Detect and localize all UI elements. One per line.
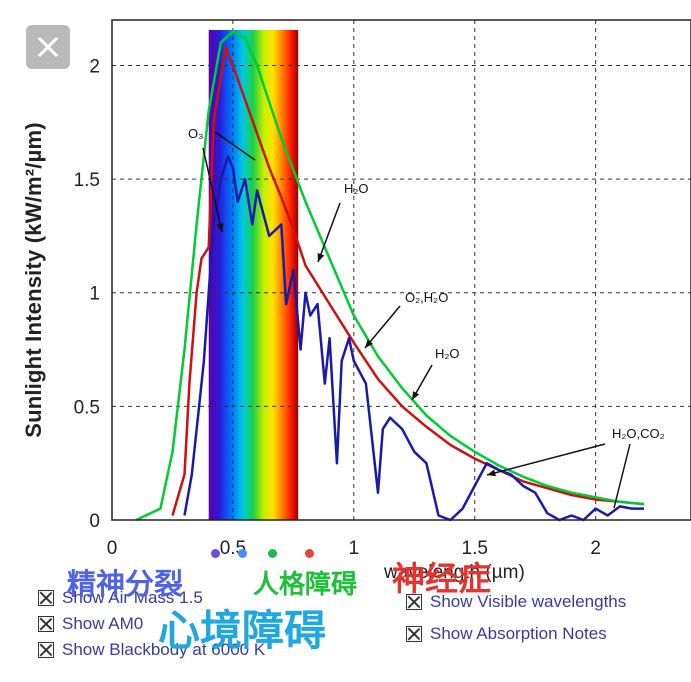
option-label: Show AM0 — [62, 614, 144, 633]
option-label: Show Absorption Notes — [430, 624, 607, 643]
annotation-arrow — [202, 147, 223, 233]
x-tick-label: 0 — [107, 538, 118, 559]
checkbox-checked-icon[interactable] — [38, 590, 54, 606]
option-visible-wavelengths[interactable]: Show Visible wavelengths — [406, 592, 626, 612]
x-axis-label: wavelength (µm) — [384, 562, 525, 583]
option-label: Show Visible wavelengths — [430, 592, 627, 611]
overlay-label-schizophrenia: 精神分裂 — [67, 567, 184, 601]
annotations: O₃ H₂O O₂,H₂O H₂O H₂O,CO₂ — [188, 126, 665, 509]
arrow-head-icon — [216, 223, 224, 232]
y-tick-label: 0.5 — [74, 397, 100, 418]
option-am0[interactable]: Show AM0 — [38, 614, 143, 634]
arrow-head-icon — [487, 469, 496, 477]
arrow-head-icon — [365, 339, 373, 348]
y-tick-label: 1 — [89, 284, 100, 305]
checkbox-checked-icon[interactable] — [38, 616, 54, 632]
dot-marker — [238, 549, 247, 558]
overlay-label-mood: 心境障碍 — [158, 606, 327, 655]
grid — [112, 20, 691, 520]
overlay-label-personality: 人格障碍 — [253, 570, 358, 600]
series-blackbody — [135, 30, 645, 522]
annotation-label: O₂,H₂O — [405, 290, 448, 305]
option-label: Show Air Mass 1.5 — [62, 588, 203, 607]
annotation-arrow — [364, 305, 401, 349]
series-am0 — [171, 46, 645, 516]
plot-frame — [111, 19, 691, 521]
x-tick-label: 1.5 — [462, 538, 488, 559]
series-group — [135, 30, 645, 522]
close-icon — [37, 36, 59, 58]
option-absorption-notes[interactable]: Show Absorption Notes — [406, 624, 607, 644]
annotation-arrow — [486, 443, 606, 476]
annotation-label: H₂O,CO₂ — [612, 426, 665, 441]
option-blackbody[interactable]: Show Blackbody at 6000 K — [38, 640, 265, 660]
y-tick-label: 2 — [89, 56, 100, 77]
axis-ticks: 0 0.5 1 1.5 200.511.52 — [74, 56, 601, 559]
x-tick-label: 1 — [349, 538, 360, 559]
annotation-arrow — [613, 443, 631, 509]
annotation-label: H₂O — [435, 346, 460, 361]
dot-marker — [211, 549, 220, 558]
dot-marker — [305, 549, 314, 558]
y-tick-label: 0 — [89, 511, 100, 532]
y-axis-label: Sunlight Intensity (kW/m²/µm) — [21, 122, 46, 438]
y-tick-label: 1.5 — [74, 170, 100, 191]
annotation-label: O₃ — [188, 126, 203, 141]
overlay-label-neurosis: 神经症 — [392, 559, 491, 598]
plot-area — [112, 20, 691, 520]
annotation-arrow — [214, 131, 256, 161]
x-tick-label: 2 — [590, 538, 601, 559]
checkbox-checked-icon[interactable] — [406, 626, 422, 642]
close-button[interactable] — [26, 25, 70, 69]
option-label: Show Blackbody at 6000 K — [62, 640, 266, 659]
series-air-mass — [183, 155, 644, 522]
checkbox-checked-icon[interactable] — [38, 642, 54, 658]
annotation-arrow — [317, 202, 341, 263]
arrow-head-icon — [412, 391, 420, 400]
arrow-head-icon — [317, 253, 325, 262]
option-air-mass[interactable]: Show Air Mass 1.5 — [38, 588, 203, 608]
annotation-label: H₂O — [344, 181, 369, 196]
checkbox-checked-icon[interactable] — [406, 594, 422, 610]
dot-marker — [268, 549, 277, 558]
